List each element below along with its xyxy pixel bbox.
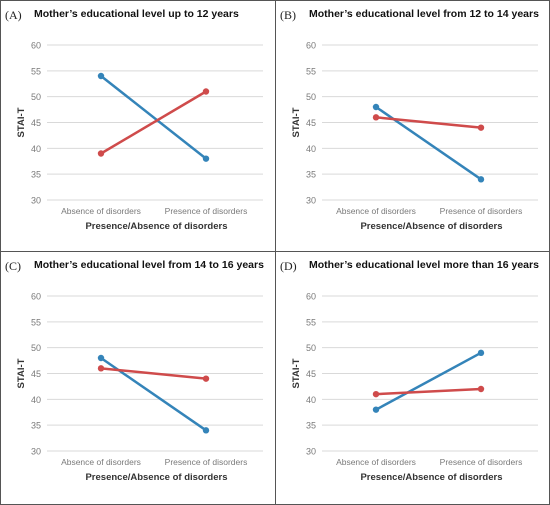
- y-tick-label: 60: [31, 292, 41, 302]
- x-tick-label: Presence of disorders: [440, 206, 523, 216]
- y-axis-label: STAI-T: [16, 358, 27, 388]
- x-axis-label: Presence/Absence of disorders: [360, 472, 502, 483]
- panel-d: (D) Mother’s educational level more than…: [275, 251, 550, 505]
- panel-c: (C) Mother’s educational level from 14 t…: [0, 251, 276, 505]
- data-point: [97, 365, 105, 372]
- y-tick-label: 35: [306, 421, 316, 431]
- data-point: [372, 114, 380, 121]
- data-point: [372, 390, 380, 398]
- data-point: [477, 124, 485, 131]
- y-tick-label: 45: [31, 369, 41, 379]
- y-tick-label: 40: [31, 144, 41, 154]
- panel-title: Mother’s educational level from 12 to 14…: [309, 8, 539, 20]
- series-line-1: [375, 351, 482, 411]
- data-point: [97, 150, 105, 157]
- chart-svg: 30 35 40 45 50 55 60 Absence of disorders Presen…: [16, 41, 263, 232]
- x-tick-label: Absence of disorders: [61, 206, 141, 216]
- y-tick-label: 55: [306, 66, 316, 76]
- y-tick-label: 40: [306, 144, 316, 154]
- x-tick-label: Presence of disorders: [440, 457, 523, 467]
- y-tick-label: 30: [306, 196, 316, 206]
- y-tick-label: 50: [31, 343, 41, 353]
- series-line-2: [375, 116, 482, 129]
- x-axis-label: Presence/Absence of disorders: [85, 221, 227, 232]
- data-point: [97, 354, 105, 362]
- y-tick-label: 60: [306, 292, 316, 302]
- y-tick-label: 55: [31, 317, 41, 327]
- x-tick-label: Absence of disorders: [61, 457, 141, 467]
- y-tick-label: 60: [306, 41, 316, 51]
- y-tick-label: 30: [306, 447, 316, 457]
- panel-label: (B): [280, 8, 296, 22]
- y-tick-label: 40: [31, 395, 41, 405]
- panel-a: (A) Mother’s educational level up to 12 …: [0, 0, 276, 252]
- x-tick-label: Presence of disorders: [165, 206, 248, 216]
- data-point: [97, 72, 105, 80]
- data-point: [202, 88, 210, 95]
- series-line-1: [100, 75, 207, 160]
- y-tick-label: 50: [306, 343, 316, 353]
- chart-svg: 30 35 40 45 50 55 60 Absence of disorders Presen…: [291, 41, 538, 232]
- x-tick-label: Absence of disorders: [336, 206, 416, 216]
- panel-label: (D): [280, 259, 297, 273]
- data-point: [477, 385, 485, 393]
- y-tick-label: 55: [31, 66, 41, 76]
- x-tick-label: Presence of disorders: [165, 457, 248, 467]
- y-tick-label: 45: [306, 118, 316, 128]
- data-point: [477, 176, 485, 183]
- series-line-2: [100, 367, 207, 380]
- y-axis-label: STAI-T: [291, 358, 302, 388]
- panel-title: Mother’s educational level up to 12 year…: [34, 8, 239, 20]
- y-axis-label: STAI-T: [291, 107, 302, 137]
- panel-title: Mother’s educational level more than 16 …: [309, 259, 539, 271]
- data-point: [372, 103, 380, 111]
- data-point: [202, 155, 210, 162]
- panel-label: (C): [5, 259, 21, 273]
- y-tick-label: 60: [31, 41, 41, 51]
- y-tick-label: 50: [306, 92, 316, 102]
- series-line-2: [100, 90, 207, 155]
- data-point: [372, 406, 380, 413]
- y-tick-label: 30: [31, 447, 41, 457]
- y-axis-label: STAI-T: [16, 107, 27, 137]
- y-tick-label: 35: [31, 421, 41, 431]
- y-tick-label: 55: [306, 317, 316, 327]
- chart-svg: 30 35 40 45 50 55 60 Absence of disorders Presen…: [16, 292, 263, 483]
- data-point: [477, 349, 485, 357]
- y-tick-label: 35: [306, 170, 316, 180]
- series-line-2: [375, 387, 482, 396]
- y-tick-label: 45: [31, 118, 41, 128]
- data-point: [202, 375, 210, 382]
- panel-b: (B) Mother’s educational level from 12 t…: [275, 0, 550, 252]
- y-tick-label: 50: [31, 92, 41, 102]
- data-point: [202, 427, 210, 434]
- y-tick-label: 45: [306, 369, 316, 379]
- y-tick-label: 40: [306, 395, 316, 405]
- y-tick-label: 35: [31, 170, 41, 180]
- panel-label: (A): [5, 8, 22, 22]
- x-axis-label: Presence/Absence of disorders: [360, 221, 502, 232]
- chart-svg: 30 35 40 45 50 55 60 Absence of disorders Presen…: [291, 292, 538, 483]
- x-axis-label: Presence/Absence of disorders: [85, 472, 227, 483]
- y-tick-label: 30: [31, 196, 41, 206]
- x-tick-label: Absence of disorders: [336, 457, 416, 467]
- panel-title: Mother’s educational level from 14 to 16…: [34, 259, 264, 271]
